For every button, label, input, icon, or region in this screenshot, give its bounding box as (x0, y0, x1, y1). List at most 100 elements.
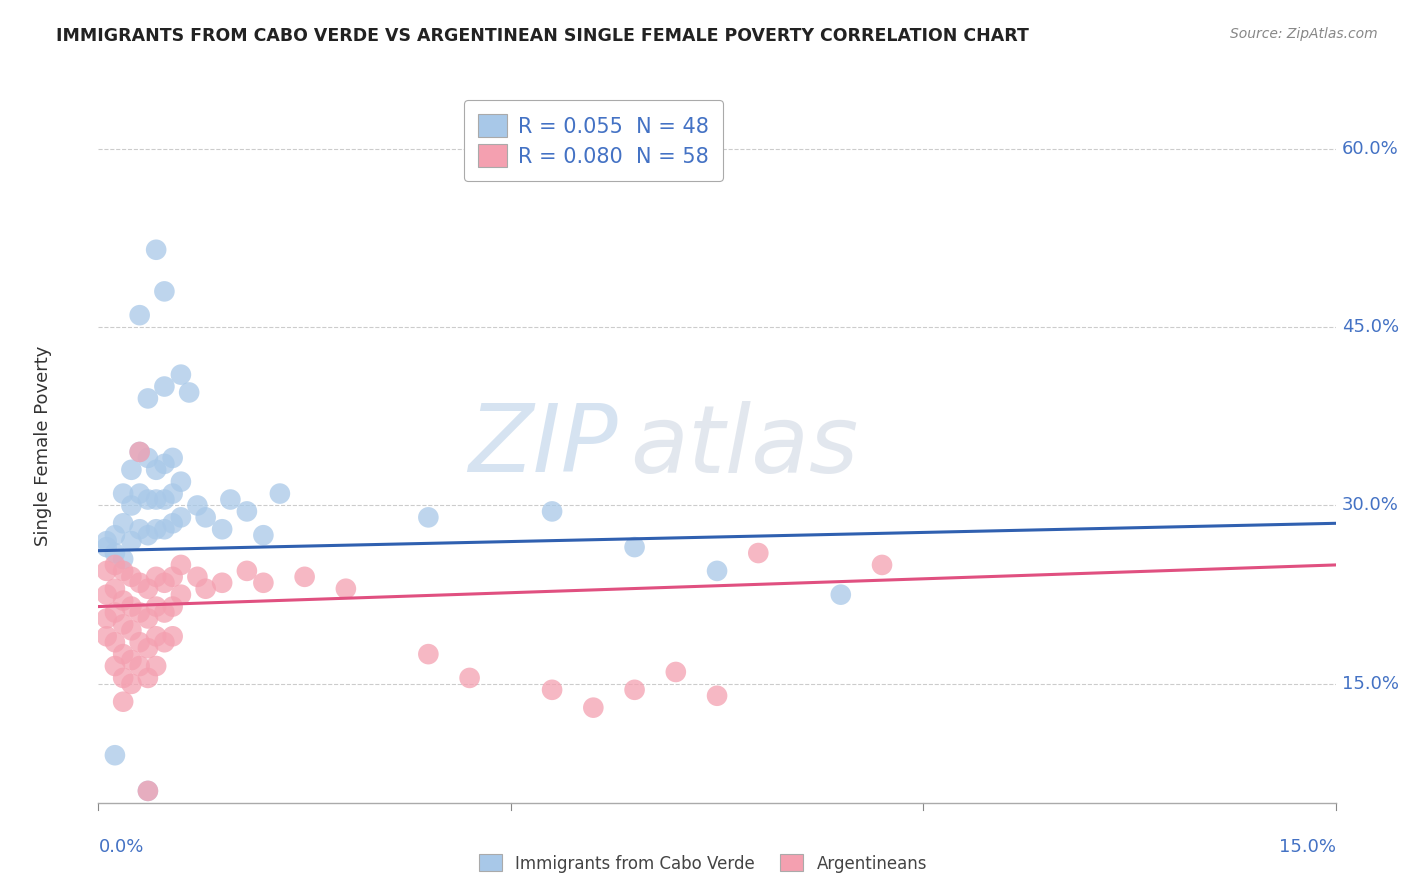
Point (136, 641, 159, 656)
Point (96, 564, 118, 578)
Point (128, 575, 150, 590)
Point (418, 510, 440, 524)
Text: 15.0%: 15.0% (1278, 838, 1336, 856)
Point (162, 629, 184, 643)
Point (162, 516, 184, 531)
Point (104, 606, 127, 620)
Point (706, 689, 728, 703)
Point (153, 492, 176, 507)
Text: 45.0%: 45.0% (1341, 318, 1399, 336)
Point (120, 534, 142, 549)
Point (136, 784, 159, 798)
Point (162, 450, 184, 465)
Point (623, 682, 645, 697)
Point (120, 463, 142, 477)
Point (112, 552, 135, 566)
Point (162, 486, 184, 500)
Point (145, 492, 167, 507)
Point (136, 392, 159, 406)
Point (128, 635, 150, 649)
Point (136, 784, 159, 798)
Point (747, 546, 769, 560)
Point (104, 748, 127, 763)
Point (582, 700, 605, 714)
Text: Single Female Poverty: Single Female Poverty (34, 346, 52, 546)
Point (136, 492, 159, 507)
Point (194, 510, 217, 524)
Point (186, 570, 208, 584)
Point (153, 379, 176, 393)
Point (128, 486, 150, 500)
Point (112, 647, 135, 661)
Point (120, 570, 142, 584)
Point (294, 570, 316, 584)
Point (112, 671, 135, 685)
Point (194, 582, 217, 596)
Point (145, 599, 167, 614)
Point (162, 599, 184, 614)
Point (104, 659, 127, 673)
Point (96, 588, 118, 602)
Point (211, 575, 233, 590)
Point (179, 385, 201, 400)
Point (136, 611, 159, 625)
Point (145, 463, 167, 477)
Point (335, 582, 357, 596)
Point (170, 588, 193, 602)
Point (96, 540, 118, 554)
Point (112, 695, 135, 709)
Point (186, 499, 208, 513)
Point (541, 504, 564, 518)
Point (153, 457, 176, 471)
Point (120, 599, 142, 614)
Point (170, 368, 193, 382)
Text: 15.0%: 15.0% (1341, 675, 1399, 693)
Text: ZIP: ZIP (468, 401, 619, 491)
Point (112, 486, 135, 500)
Point (120, 653, 142, 667)
Point (136, 582, 159, 596)
Point (104, 528, 127, 542)
Point (136, 450, 159, 465)
Point (219, 492, 242, 507)
Point (623, 540, 645, 554)
Point (170, 510, 193, 524)
Point (211, 522, 233, 536)
Point (112, 516, 135, 531)
Point (236, 504, 259, 518)
Point (269, 486, 291, 500)
Point (96, 629, 118, 643)
Point (541, 682, 564, 697)
Point (236, 564, 259, 578)
Point (120, 624, 142, 638)
Point (145, 629, 167, 643)
Point (112, 593, 135, 607)
Point (145, 570, 167, 584)
Point (145, 659, 167, 673)
Point (112, 617, 135, 632)
Legend: Immigrants from Cabo Verde, Argentineans: Immigrants from Cabo Verde, Argentineans (472, 847, 934, 880)
Point (162, 570, 184, 584)
Point (104, 546, 127, 560)
Point (252, 575, 274, 590)
Point (104, 582, 127, 596)
Point (458, 671, 481, 685)
Point (104, 558, 127, 572)
Point (830, 588, 852, 602)
Text: 30.0%: 30.0% (1341, 497, 1399, 515)
Point (153, 635, 176, 649)
Point (96, 611, 118, 625)
Point (145, 522, 167, 536)
Point (128, 606, 150, 620)
Point (120, 677, 142, 691)
Point (706, 564, 728, 578)
Text: IMMIGRANTS FROM CABO VERDE VS ARGENTINEAN SINGLE FEMALE POVERTY CORRELATION CHAR: IMMIGRANTS FROM CABO VERDE VS ARGENTINEA… (56, 27, 1029, 45)
Point (153, 606, 176, 620)
Point (96, 534, 118, 549)
Text: 0.0%: 0.0% (98, 838, 143, 856)
Point (112, 564, 135, 578)
Text: 60.0%: 60.0% (1341, 140, 1399, 158)
Point (170, 475, 193, 489)
Point (128, 445, 150, 459)
Point (120, 499, 142, 513)
